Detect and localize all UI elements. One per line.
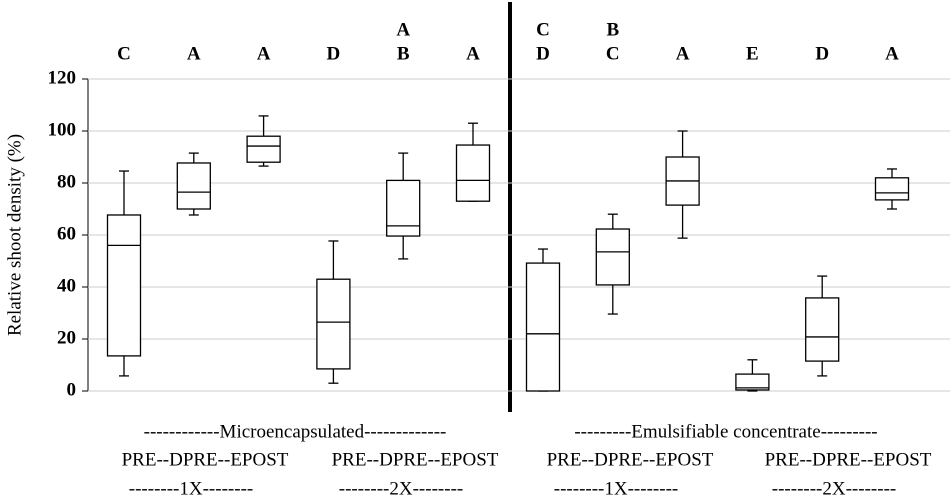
letter: A bbox=[885, 43, 899, 64]
dose-label: --------1X-------- bbox=[129, 478, 253, 499]
subgroup-label: PRE--DPRE--EPOST bbox=[122, 449, 289, 470]
box bbox=[525, 262, 561, 392]
y-tick-label: 60 bbox=[57, 223, 76, 244]
box bbox=[735, 373, 770, 391]
subgroup-label: PRE--DPRE--EPOST bbox=[547, 449, 714, 470]
box bbox=[595, 228, 630, 286]
y-axis-label: Relative shoot density (%) bbox=[4, 134, 25, 336]
letter: E bbox=[746, 43, 759, 64]
y-tick-label: 20 bbox=[57, 327, 76, 348]
y-tick-label: 0 bbox=[67, 379, 77, 400]
box bbox=[176, 162, 211, 210]
letter: A bbox=[187, 43, 201, 64]
letter: D bbox=[815, 43, 829, 64]
letter: B bbox=[606, 19, 619, 40]
box bbox=[316, 278, 351, 370]
letter: D bbox=[327, 43, 341, 64]
letter: A bbox=[676, 43, 690, 64]
box bbox=[386, 179, 421, 237]
letter: A bbox=[257, 43, 271, 64]
letter: C bbox=[117, 43, 131, 64]
box bbox=[106, 214, 142, 357]
letter: A bbox=[396, 19, 410, 40]
box bbox=[246, 135, 281, 163]
dose-label: --------2X-------- bbox=[772, 478, 896, 499]
group-label: ---------Emulsifiable concentrate-------… bbox=[574, 421, 877, 442]
box bbox=[805, 297, 840, 362]
box bbox=[455, 144, 491, 202]
y-tick-label: 100 bbox=[48, 119, 77, 140]
subgroup-label: PRE--DPRE--EPOST bbox=[765, 449, 932, 470]
y-tick-label: 120 bbox=[48, 67, 77, 88]
letter: C bbox=[606, 43, 620, 64]
letter: A bbox=[466, 43, 480, 64]
box bbox=[874, 177, 910, 201]
dose-label: --------1X-------- bbox=[554, 478, 678, 499]
subgroup-label: PRE--DPRE--EPOST bbox=[332, 449, 499, 470]
letter: B bbox=[397, 43, 410, 64]
dose-label: --------2X-------- bbox=[339, 478, 463, 499]
y-tick-label: 80 bbox=[57, 171, 76, 192]
letter: D bbox=[536, 43, 550, 64]
group-label: ------------Microencapsulated-----------… bbox=[144, 421, 447, 442]
letter: C bbox=[536, 19, 550, 40]
y-tick-label: 40 bbox=[57, 275, 76, 296]
